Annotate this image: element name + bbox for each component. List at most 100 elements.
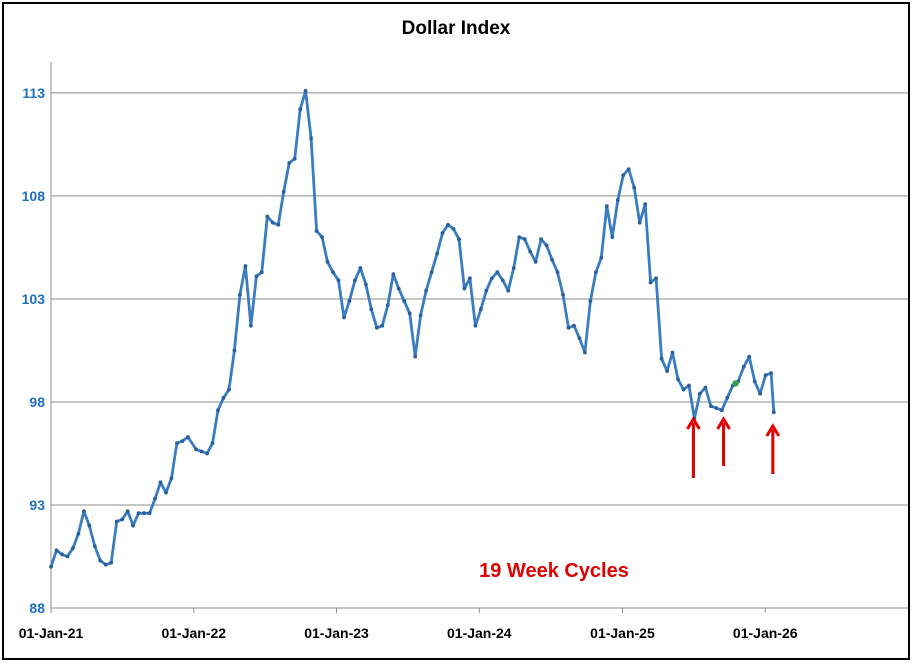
data-point-30 [216, 408, 220, 413]
data-point-44 [292, 156, 297, 161]
x-tick-label-2024: 01-Jan-24 [447, 625, 512, 641]
data-point-41 [276, 222, 281, 227]
data-point-121 [714, 406, 719, 410]
data-point-17 [142, 511, 147, 516]
data-point-85 [517, 235, 522, 240]
data-point-10 [103, 562, 108, 567]
data-point-53 [342, 315, 346, 320]
y-tick-label-113: 113 [22, 85, 45, 101]
data-point-80 [489, 276, 494, 281]
data-point-109 [648, 280, 653, 285]
cycle-annotation: 19 Week Cycles [479, 560, 629, 582]
data-point-101 [604, 204, 609, 209]
data-point-111 [659, 356, 664, 361]
data-point-131 [769, 371, 773, 375]
data-point-12 [114, 519, 119, 524]
data-point-20 [158, 480, 163, 485]
gridlines [51, 92, 908, 506]
data-point-79 [484, 288, 489, 293]
data-point-8 [92, 544, 97, 549]
data-point-64 [402, 299, 407, 303]
data-point-113 [670, 350, 675, 355]
data-point-1 [54, 548, 59, 553]
data-point-81 [495, 270, 500, 275]
data-point-26 [194, 447, 199, 452]
data-point-49 [320, 235, 324, 240]
data-point-103 [615, 198, 620, 202]
data-point-108 [643, 202, 648, 207]
data-point-61 [385, 303, 390, 307]
data-point-55 [353, 278, 357, 283]
data-point-91 [550, 257, 554, 262]
data-point-3 [65, 554, 70, 559]
data-point-24 [180, 439, 185, 443]
data-point-32 [227, 387, 231, 392]
data-point-6 [82, 509, 86, 514]
data-point-115 [681, 387, 686, 392]
data-point-102 [610, 235, 615, 240]
data-point-28 [205, 451, 210, 456]
data-point-84 [511, 266, 516, 270]
data-point-29 [210, 441, 215, 446]
x-tick-label-2025: 01-Jan-25 [590, 625, 655, 641]
data-point-33 [232, 348, 237, 353]
data-point-46 [303, 88, 308, 93]
data-point-82 [500, 278, 505, 283]
data-point-35 [243, 264, 248, 268]
x-tick-label-2023: 01-Jan-23 [304, 625, 369, 641]
data-point-18 [147, 511, 152, 516]
data-point-105 [626, 167, 631, 172]
data-point-129 [758, 391, 762, 396]
data-point-123 [725, 395, 730, 400]
x-tick-label-2026: 01-Jan-26 [733, 625, 798, 641]
data-point-37 [254, 274, 259, 279]
data-point-104 [621, 173, 626, 178]
axes: 88 93 98 103 108 113 01-Jan-21 01-Jan-22 01-Jan-… [19, 62, 908, 641]
data-point-40 [270, 220, 275, 225]
highlight-point [732, 380, 739, 387]
data-point-69 [429, 270, 434, 275]
data-point-62 [391, 272, 396, 277]
data-point-47 [309, 136, 313, 141]
data-point-100 [599, 255, 604, 260]
data-point-96 [577, 336, 582, 340]
data-point-56 [358, 266, 363, 270]
data-point-127 [747, 354, 752, 359]
data-point-65 [407, 311, 412, 316]
data-point-31 [221, 395, 226, 400]
data-point-7 [87, 523, 92, 528]
data-point-72 [446, 222, 450, 227]
data-point-130 [763, 373, 768, 378]
data-point-42 [281, 189, 286, 194]
y-tick-label-88: 88 [29, 600, 45, 616]
data-point-70 [435, 251, 439, 256]
data-point-112 [665, 369, 669, 373]
y-tick-label-93: 93 [29, 497, 45, 513]
data-point-36 [249, 323, 253, 328]
data-point-68 [424, 288, 428, 293]
data-point-48 [314, 229, 319, 233]
data-point-13 [120, 517, 125, 522]
data-point-120 [709, 404, 713, 408]
data-point-43 [287, 161, 292, 165]
data-point-87 [528, 249, 533, 254]
y-tick-label-103: 103 [22, 291, 46, 307]
data-point-66 [413, 354, 418, 359]
data-point-25 [186, 435, 190, 439]
series-layer [49, 88, 776, 569]
data-point-77 [473, 323, 478, 328]
x-tick-label-2022: 01-Jan-22 [161, 625, 226, 641]
data-point-78 [479, 307, 483, 312]
data-point-88 [533, 260, 538, 264]
data-point-5 [76, 531, 81, 536]
data-point-92 [555, 270, 560, 275]
data-point-74 [457, 237, 461, 242]
data-point-60 [380, 323, 385, 328]
data-point-106 [632, 185, 637, 190]
data-point-58 [369, 307, 374, 312]
data-point-11 [109, 560, 114, 565]
data-point-76 [468, 276, 472, 281]
data-point-95 [572, 323, 576, 328]
data-point-14 [125, 509, 130, 514]
